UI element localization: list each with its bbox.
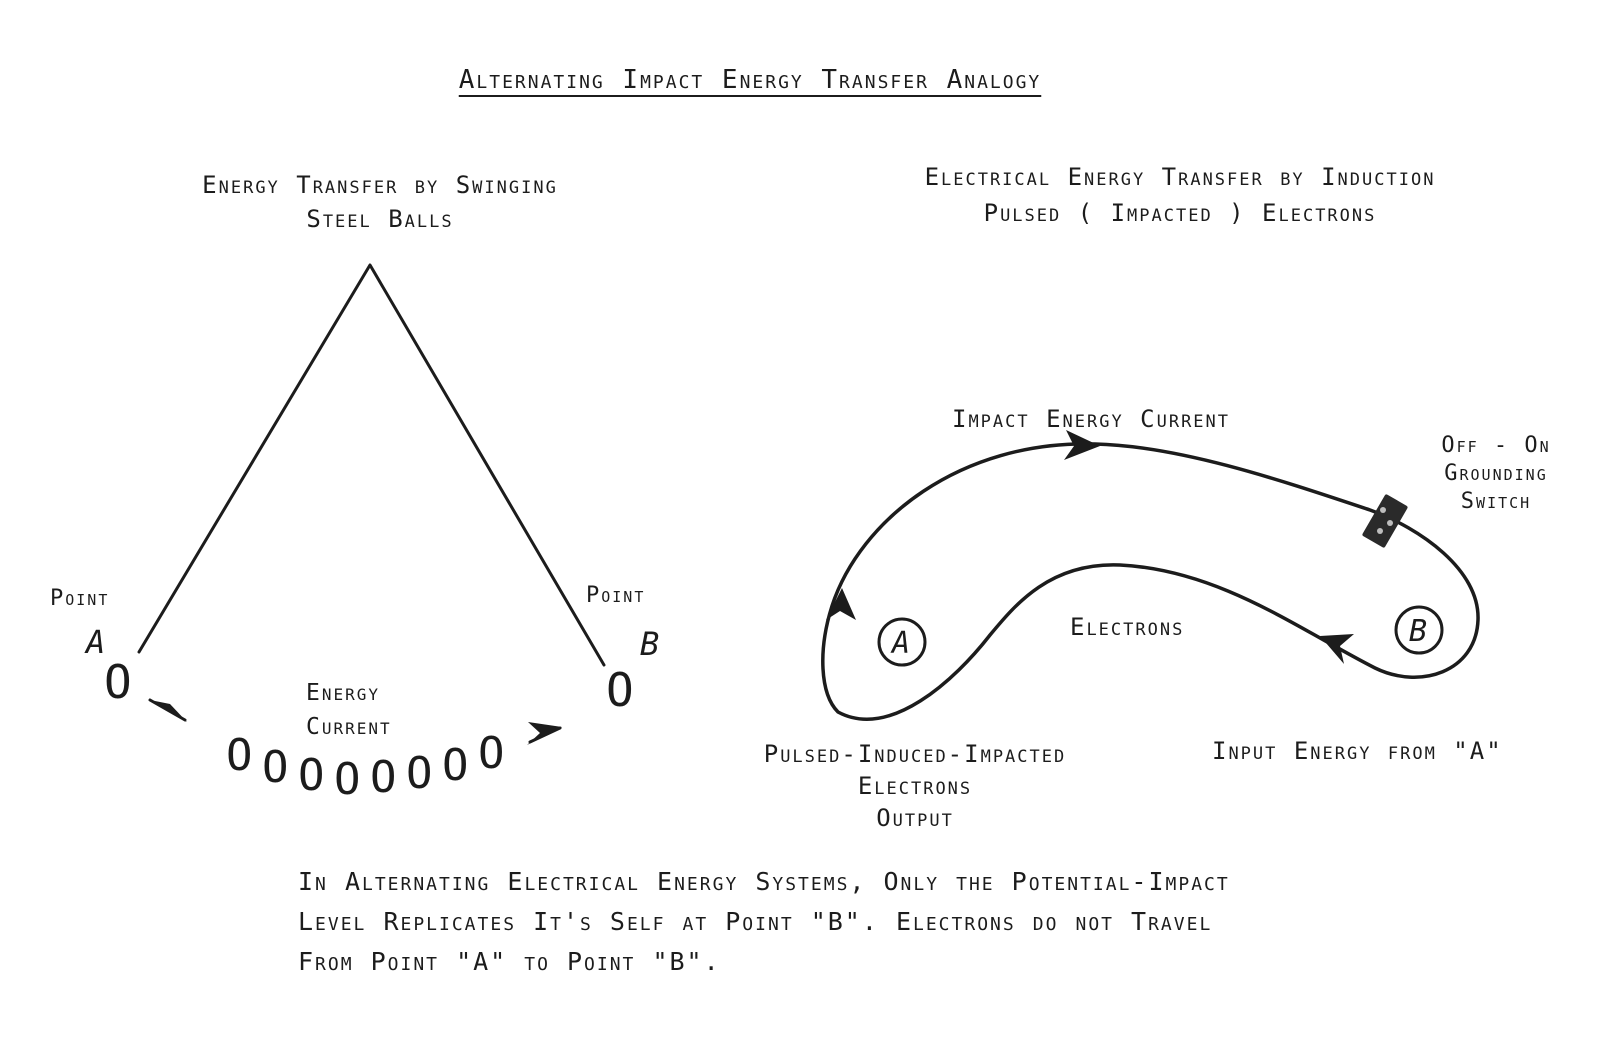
output-label: Pulsed-Induced-Impacted Electrons Output — [730, 738, 1100, 834]
electrons-label: Electrons — [1070, 613, 1185, 641]
switch-line3: Switch — [1460, 489, 1532, 514]
ball-chain-2: O — [262, 742, 291, 793]
point-b-label: Point — [586, 583, 646, 608]
left-heading-line2: Steel Balls — [306, 205, 454, 233]
arrow-out-of-chain-shaft — [528, 726, 562, 744]
induction-loop — [821, 442, 1480, 721]
impact-energy-current-label: Impact Energy Current — [952, 405, 1231, 433]
diagram-title: Alternating Impact Energy Transfer Analo… — [458, 65, 1042, 95]
point-a-letter: A — [86, 623, 108, 661]
node-b-letter: B — [1408, 614, 1430, 649]
energy-current-label: Energy Current — [306, 676, 392, 744]
right-heading-line1: Electrical Energy Transfer by Induction — [924, 163, 1436, 191]
node-a-circle — [877, 617, 927, 667]
left-heading: Energy Transfer by Swinging Steel Balls — [160, 170, 600, 234]
switch-line2: Grounding — [1444, 461, 1548, 486]
ball-chain-5: O — [370, 752, 399, 803]
grounding-switch-label: Off - On Grounding Switch — [1396, 432, 1596, 516]
ball-point-b: O — [606, 663, 636, 717]
energy-current-line2: Current — [306, 714, 392, 740]
ball-chain-3: O — [298, 750, 327, 801]
ball-chain-1: O — [226, 730, 252, 781]
ball-point-a: O — [104, 655, 134, 709]
output-line1: Pulsed-Induced-Impacted — [763, 740, 1067, 768]
loop-arrow-left-icon — [826, 588, 856, 620]
energy-current-line1: Energy — [306, 680, 381, 706]
node-a-letter: A — [891, 626, 913, 661]
ball-chain-6: O — [406, 748, 435, 799]
point-b-letter: B — [640, 625, 662, 663]
ball-chain-7: O — [442, 740, 471, 791]
ball-chain-4: O — [334, 754, 363, 805]
node-b-circle — [1394, 605, 1444, 655]
loop-arrow-top-icon — [1064, 430, 1100, 460]
arrow-into-chain-shaft — [148, 698, 187, 722]
right-heading: Electrical Energy Transfer by Induction … — [860, 162, 1500, 228]
point-a-label: Point — [50, 586, 110, 611]
note-line1: In Alternating Electrical Energy Systems… — [298, 867, 1230, 896]
switch-line1: Off - On — [1441, 433, 1551, 458]
grounding-switch — [1362, 494, 1408, 548]
output-line3: Output — [876, 804, 954, 832]
note-line3: From Point "A" to Point "B". — [298, 947, 721, 976]
right-heading-line2: Pulsed ( Impacted ) Electrons — [983, 199, 1377, 227]
ball-chain-8: O — [478, 728, 507, 779]
output-line2: Electrons — [857, 772, 973, 800]
loop-arrow-bottom-icon — [1320, 634, 1354, 664]
input-energy-label: Input Energy from "A" — [1212, 737, 1503, 765]
pendulum-strings — [137, 263, 606, 667]
note-line2: Level Replicates It's Self at Point "B".… — [298, 907, 1213, 936]
left-heading-line1: Energy Transfer by Swinging — [202, 171, 558, 199]
explanation-note: In Alternating Electrical Energy Systems… — [298, 862, 1230, 982]
